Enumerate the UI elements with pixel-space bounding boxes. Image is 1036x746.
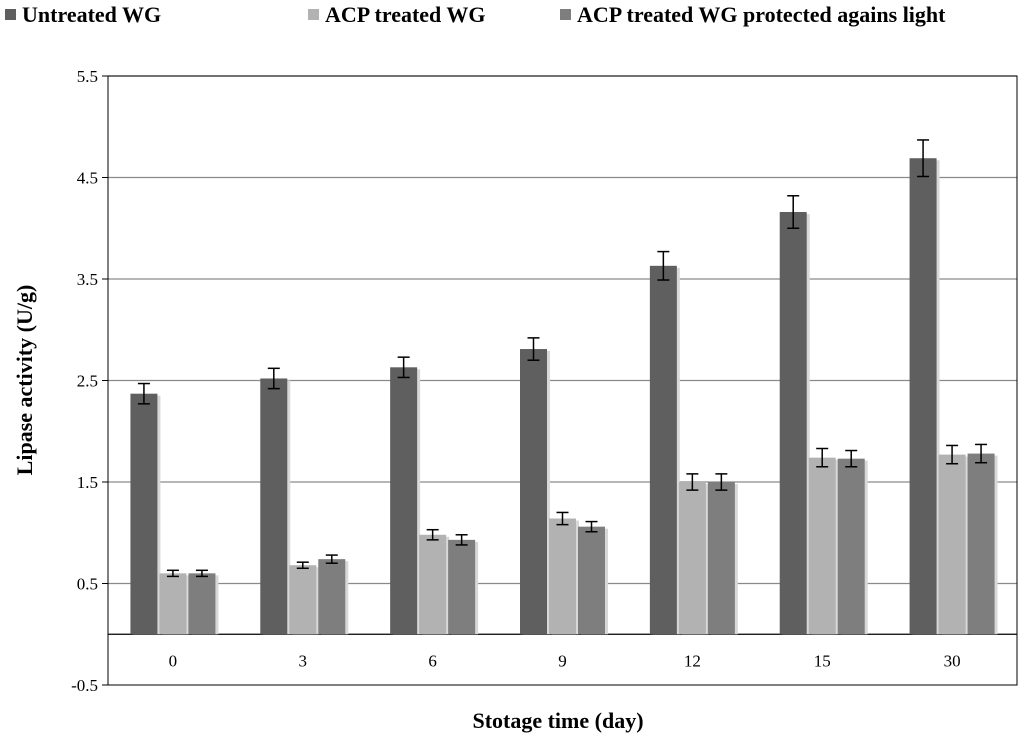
legend: Untreated WG ACP treated WG ACP treated … <box>5 2 946 27</box>
bar <box>779 212 807 635</box>
bar <box>678 482 706 635</box>
legend-swatch-acp-protected <box>560 9 571 20</box>
x-tick-label: 12 <box>684 651 701 670</box>
x-tick-label: 30 <box>944 651 961 670</box>
legend-label-acp-protected: ACP treated WG protected agains light <box>577 2 946 27</box>
bar <box>578 526 605 635</box>
bar <box>390 367 418 635</box>
y-tick-label: 4.5 <box>77 169 98 188</box>
x-axis-title: Stotage time (day) <box>472 708 643 733</box>
y-tick-label: -0.5 <box>71 676 98 695</box>
bar <box>130 393 158 635</box>
x-tick-label: 9 <box>558 651 567 670</box>
bar <box>188 573 216 635</box>
bar <box>808 457 836 635</box>
legend-label-untreated: Untreated WG <box>22 2 161 27</box>
y-tick-label: 1.5 <box>77 473 98 492</box>
bar <box>837 458 865 635</box>
bar <box>649 265 677 635</box>
x-tick-label: 3 <box>299 651 308 670</box>
x-tick-label: 0 <box>169 651 178 670</box>
bar <box>909 158 937 635</box>
y-axis-title: Lipase activity (U/g) <box>12 285 37 476</box>
x-tick-label: 6 <box>428 651 437 670</box>
y-tick-label: 0.5 <box>77 575 98 594</box>
bar <box>318 559 346 635</box>
y-tick-label: 3.5 <box>77 270 98 289</box>
bar <box>967 453 995 635</box>
bar <box>520 349 547 635</box>
bar <box>159 573 187 635</box>
bar <box>549 518 576 635</box>
legend-label-acp-treated: ACP treated WG <box>325 2 486 27</box>
y-tick-label: 5.5 <box>77 67 98 86</box>
bar <box>707 482 735 635</box>
plot-frame <box>107 75 1018 686</box>
plot-area: -0.5 0.5 1.5 2.5 3.5 4.5 5.5 0 3 6 9 12 15 30 <box>71 67 1018 695</box>
bar <box>289 565 317 635</box>
legend-swatch-untreated <box>5 9 16 20</box>
y-tick-label: 2.5 <box>77 372 98 391</box>
bar <box>938 454 966 635</box>
bar <box>260 378 288 635</box>
bar <box>448 539 476 635</box>
x-tick-label: 15 <box>814 651 831 670</box>
legend-swatch-acp-treated <box>308 9 319 20</box>
bar <box>419 534 447 635</box>
